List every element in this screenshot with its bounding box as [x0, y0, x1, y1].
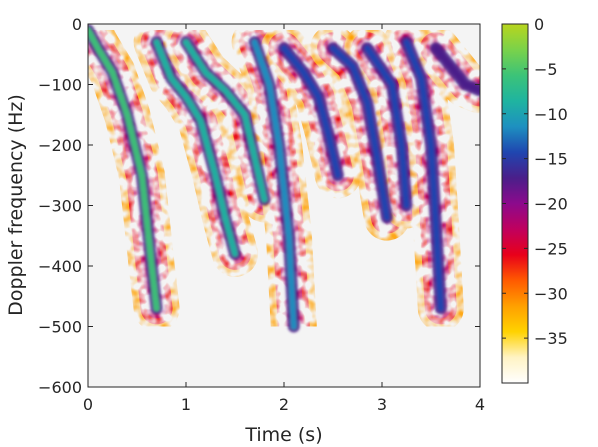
spectral-stride: [330, 45, 390, 221]
y-tick-label: −500: [38, 318, 82, 337]
colorbar-tick-label: −25: [534, 239, 568, 258]
y-tick-label: −200: [38, 136, 82, 155]
spectral-stride: [432, 45, 480, 94]
spectral-stride: [281, 45, 341, 179]
x-tick-label: 4: [475, 395, 485, 414]
colorbar-tick-label: 0: [534, 15, 544, 34]
spectral-stride: [153, 39, 238, 257]
spectral-stride: [251, 39, 297, 330]
y-tick-label: −600: [38, 378, 82, 397]
spectral-stride: [88, 27, 160, 312]
spectral-stride: [403, 39, 444, 312]
x-tick-label: 2: [279, 395, 289, 414]
spectral-stride: [183, 39, 268, 203]
colorbar-tick-label: −30: [534, 284, 568, 303]
x-tick-label: 3: [377, 395, 387, 414]
spectrogram-heat-layer: [88, 24, 480, 350]
x-tick-label: 1: [181, 395, 191, 414]
colorbar-tick-label: −5: [534, 60, 558, 79]
y-tick-label: −100: [38, 76, 82, 95]
colorbar-tick-label: −20: [534, 195, 568, 214]
y-tick-label: −300: [38, 197, 82, 216]
y-axis: 0 −100 −200 −300 −400 −500 −600: [38, 15, 480, 397]
y-tick-label: −400: [38, 257, 82, 276]
colorbar-tick-label: −35: [534, 329, 568, 348]
colorbar-tick-label: −10: [534, 105, 568, 124]
spectral-stride: [364, 45, 410, 209]
colorbar-tick-label: −15: [534, 150, 568, 169]
x-axis: 0 1 2 3 4: [83, 24, 485, 414]
x-tick-label: 0: [83, 395, 93, 414]
y-tick-label: 0: [72, 15, 82, 34]
x-axis-label: Time (s): [244, 424, 322, 446]
y-axis-label: Doppler frequency (Hz): [5, 94, 27, 316]
colorbar-ticks: 0 −5 −10 −15 −20 −25 −30 −35: [502, 15, 568, 348]
